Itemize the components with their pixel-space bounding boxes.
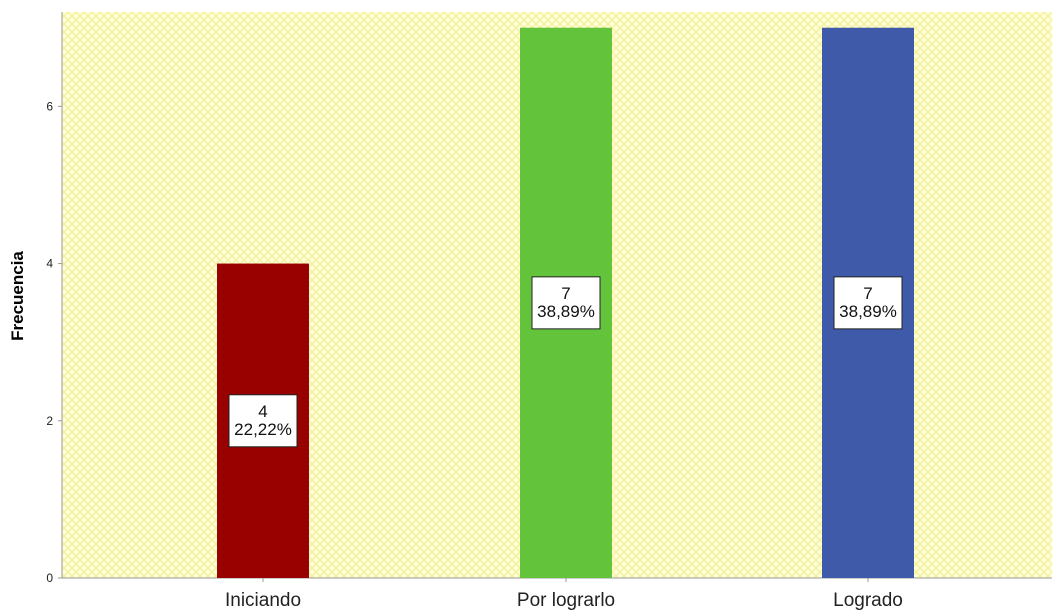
data-label: 738,89% bbox=[833, 276, 903, 330]
data-label-count: 7 bbox=[561, 284, 570, 303]
data-label-count: 4 bbox=[258, 402, 267, 421]
data-label-count: 7 bbox=[863, 284, 872, 303]
x-category-label: Logrado bbox=[833, 590, 903, 611]
y-tick-label: 4 bbox=[46, 257, 53, 271]
data-label-box bbox=[833, 276, 903, 330]
data-label-box bbox=[228, 394, 298, 448]
data-label-percent: 22,22% bbox=[234, 420, 292, 439]
data-label-box bbox=[531, 276, 601, 330]
y-tick-label: 2 bbox=[46, 414, 53, 428]
x-axis-categories: Iniciando Por lograrlo Logrado bbox=[225, 578, 903, 611]
x-category-label: Iniciando bbox=[225, 590, 301, 611]
x-category-label: Por lograrlo bbox=[517, 590, 615, 611]
y-axis-ticks: 0 2 4 6 bbox=[46, 99, 62, 585]
y-tick-label: 6 bbox=[46, 99, 53, 113]
y-axis-title: Frecuencia bbox=[8, 251, 27, 341]
data-label-percent: 38,89% bbox=[839, 302, 897, 321]
data-labels: 422,22%738,89%738,89% bbox=[228, 276, 903, 448]
y-tick-label: 0 bbox=[46, 571, 53, 585]
data-label: 422,22% bbox=[228, 394, 298, 448]
data-label: 738,89% bbox=[531, 276, 601, 330]
data-label-percent: 38,89% bbox=[537, 302, 595, 321]
